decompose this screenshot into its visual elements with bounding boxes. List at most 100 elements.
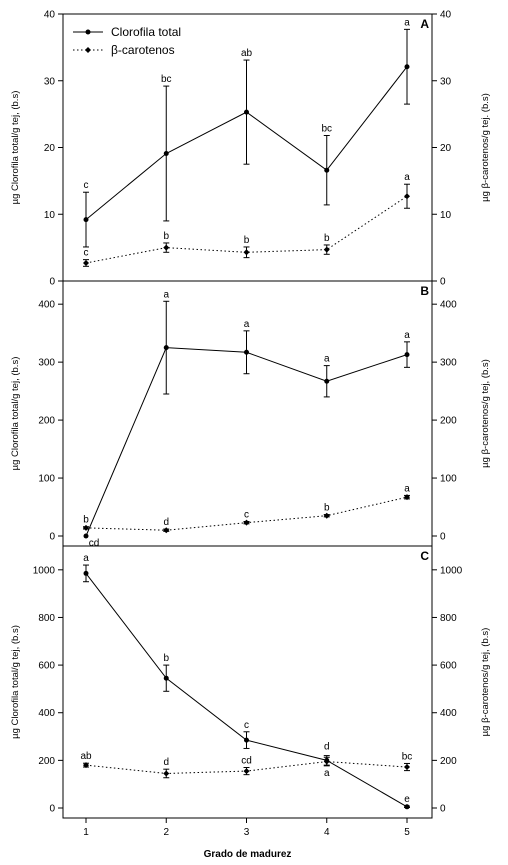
significance-letter: a: [83, 553, 89, 564]
left-tick-label: 30: [44, 76, 56, 87]
right-tick-label: 40: [440, 10, 452, 21]
right-tick-label: 0: [440, 277, 446, 288]
left-tick-label: 1000: [33, 565, 56, 576]
x-tick-label: 2: [163, 827, 169, 838]
right-tick-label: 20: [440, 143, 452, 154]
significance-letter: a: [404, 483, 410, 494]
significance-letter: ab: [80, 751, 92, 762]
legend-marker-diamond: [85, 47, 91, 53]
panel-letter: C: [420, 549, 429, 563]
series-line: [85, 347, 408, 537]
left-tick-label: 400: [38, 300, 55, 311]
right-tick-label: 200: [440, 416, 457, 427]
left-tick-label: 0: [49, 804, 55, 815]
data-point: [163, 244, 170, 251]
right-axis-label: µg β-carotenos/g tej. (b.s): [480, 93, 491, 202]
data-point: [83, 762, 89, 769]
data-point: [404, 193, 410, 200]
x-tick-label: 3: [244, 827, 250, 838]
data-point: [83, 217, 89, 223]
right-tick-label: 400: [440, 300, 457, 311]
right-tick-label: 30: [440, 76, 452, 87]
left-axis-label: µg Clorofila total/g tej, (b.s): [10, 91, 21, 205]
significance-letter: bc: [321, 123, 332, 134]
right-tick-label: 0: [440, 532, 446, 543]
data-point: [243, 249, 250, 256]
data-point: [324, 378, 330, 384]
right-axis-label: µg β-carotenos/g tej, (b.s): [480, 359, 491, 468]
legend-entry-clorofila: Clorofila total: [111, 25, 181, 39]
data-point: [324, 167, 330, 173]
plot-frame: [62, 545, 433, 819]
left-tick-label: 0: [49, 277, 55, 288]
right-tick-label: 10: [440, 210, 452, 221]
significance-letter: a: [404, 172, 410, 183]
data-point: [323, 758, 330, 765]
data-point: [83, 524, 89, 531]
right-tick-label: 0: [440, 804, 446, 815]
significance-letter: a: [163, 289, 169, 300]
series-beta-carotenos: ab d cd a bc: [80, 751, 412, 779]
significance-letter: cd: [89, 538, 100, 549]
x-tick-label: 5: [404, 827, 410, 838]
data-point: [323, 512, 330, 519]
data-point: [163, 527, 170, 534]
data-point: [244, 109, 249, 115]
panel-letter: A: [420, 17, 429, 31]
significance-letter: c: [84, 248, 89, 259]
data-point: [404, 64, 410, 70]
significance-letter: a: [244, 319, 250, 330]
right-tick-label: 800: [440, 613, 457, 624]
left-axis-label: µg Clorofila total/g tej, (b.s): [10, 625, 21, 739]
significance-letter: b: [324, 503, 330, 514]
significance-letter: bc: [161, 74, 172, 85]
left-tick-label: 20: [44, 143, 56, 154]
significance-letter: b: [83, 515, 89, 526]
data-point: [404, 494, 410, 501]
panel-c: 0 200 400 600 800 1000 0 200 400 600 800 1000 µg Clo…: [10, 545, 491, 860]
legend-marker-circle: [85, 29, 91, 35]
significance-letter: cd: [241, 756, 252, 767]
right-tick-label: 300: [440, 358, 457, 369]
left-tick-label: 100: [38, 474, 55, 485]
legend: Clorofila total β-carotenos: [73, 25, 181, 57]
data-point: [323, 246, 330, 253]
data-point: [83, 570, 89, 576]
panel-letter: B: [420, 284, 429, 298]
significance-letter: b: [163, 231, 169, 242]
right-tick-label: 1000: [440, 565, 463, 576]
left-tick-label: 10: [44, 210, 56, 221]
panel-b: 0 100 200 300 400 0 100 200 300 400 µg Clorofila t…: [10, 280, 491, 549]
left-tick-label: 40: [44, 10, 56, 21]
significance-letter: a: [404, 17, 410, 28]
right-tick-label: 600: [440, 661, 457, 672]
panel-a: 0 10 20 30 40 0 10 20 30 40 µg Clorofila total/g t…: [10, 10, 491, 288]
significance-letter: a: [404, 330, 410, 341]
left-tick-label: 0: [49, 532, 55, 543]
left-tick-label: 200: [38, 756, 55, 767]
data-point: [83, 259, 89, 266]
data-point: [163, 675, 169, 681]
significance-letter: c: [244, 720, 249, 731]
left-tick-label: 300: [38, 358, 55, 369]
data-point: [163, 770, 170, 777]
significance-letter: bc: [402, 751, 413, 762]
significance-letter: ab: [241, 48, 253, 59]
significance-letter: d: [163, 517, 169, 528]
data-point: [243, 519, 250, 526]
x-tick-label: 1: [83, 827, 89, 838]
left-tick-label: 400: [38, 708, 55, 719]
series-beta-carotenos: c b b b a: [83, 172, 410, 267]
series-beta-carotenos: b d c b a: [83, 483, 410, 534]
data-point: [163, 151, 169, 157]
data-point: [244, 737, 249, 743]
left-tick-label: 600: [38, 661, 55, 672]
data-point: [404, 804, 410, 810]
right-tick-label: 200: [440, 756, 457, 767]
data-point: [404, 764, 410, 771]
right-tick-label: 400: [440, 708, 457, 719]
significance-letter: d: [324, 742, 330, 753]
left-tick-label: 800: [38, 613, 55, 624]
